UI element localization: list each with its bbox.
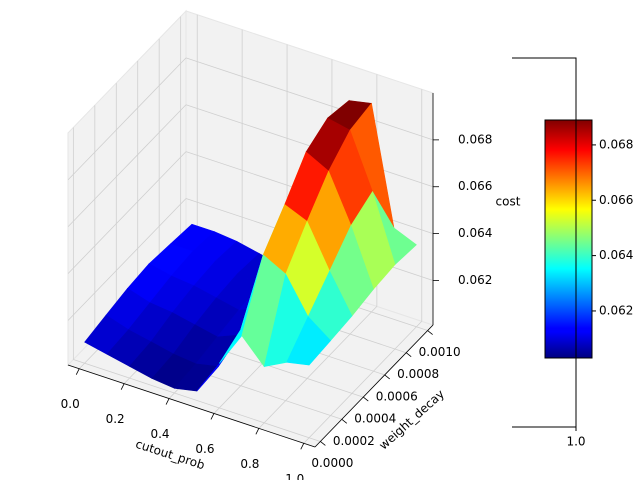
x-tick <box>120 383 125 390</box>
colorbar <box>544 119 593 359</box>
z-grid-line <box>185 57 434 141</box>
y-tick-label: 0.0000 <box>311 456 353 470</box>
y-tick <box>363 396 369 402</box>
y-tick <box>320 441 326 446</box>
y-tick-label: 0.0002 <box>333 434 375 448</box>
y-grid-line <box>73 359 321 442</box>
x-axis-line <box>67 364 316 448</box>
x-tick-label: 0.6 <box>195 442 214 456</box>
y-tick <box>384 374 390 380</box>
z-grid-line <box>67 151 187 274</box>
x-tick-label: 1.0 <box>285 472 304 480</box>
colorbar-tick-label: 0.066 <box>599 193 633 207</box>
z-tick-label: 0.062 <box>458 273 492 287</box>
axes: 0.0 0.2 0.4 0.6 0.8 1.0 0.0000 0.0002 0.0004 0.00… <box>61 93 492 480</box>
y-axis-line <box>314 324 434 448</box>
y-tick <box>341 418 348 424</box>
colorbar-axis: 0.062 0.064 0.066 0.068 <box>592 137 633 317</box>
z-axis-label: cost <box>496 195 521 209</box>
stray-axis: 1.0 <box>566 427 586 449</box>
y-tick <box>427 330 433 335</box>
z-tick-label: 0.064 <box>458 226 492 240</box>
x-grid-line <box>303 320 423 444</box>
z-tick-label: 0.068 <box>458 132 492 146</box>
colorbar-tick-label: 0.064 <box>599 248 633 262</box>
surface-face <box>286 316 332 366</box>
x-tick-label: 0.0 <box>61 397 80 411</box>
z-grid-line <box>67 57 187 181</box>
y-tick-label: 0.0004 <box>354 412 396 426</box>
surface <box>84 99 417 392</box>
y-tick-label: 0.0006 <box>376 389 418 403</box>
z-grid-line <box>185 104 434 188</box>
x-tick <box>255 428 260 435</box>
colorbar-tick-label: 0.068 <box>599 137 633 151</box>
y-tick-label: 0.0008 <box>397 367 439 381</box>
z-grid-line <box>67 104 187 228</box>
stray-axis-frame <box>512 57 577 428</box>
x-tick <box>300 443 305 450</box>
x-tick-label: 0.4 <box>150 427 169 441</box>
x-tick-label: 0.2 <box>106 412 125 426</box>
z-grid-line <box>67 198 187 321</box>
x-grid-line <box>258 306 378 429</box>
y-tick <box>405 352 412 358</box>
stray-tick-label: 1.0 <box>566 435 585 449</box>
y-tick-label: 0.0010 <box>419 345 461 359</box>
z-tick-label: 0.066 <box>458 179 492 193</box>
colorbar-tick-label: 0.062 <box>599 303 633 317</box>
x-tick <box>210 413 215 420</box>
x-tick <box>75 368 80 375</box>
x-tick <box>165 398 170 405</box>
x-tick-label: 0.8 <box>240 457 259 471</box>
